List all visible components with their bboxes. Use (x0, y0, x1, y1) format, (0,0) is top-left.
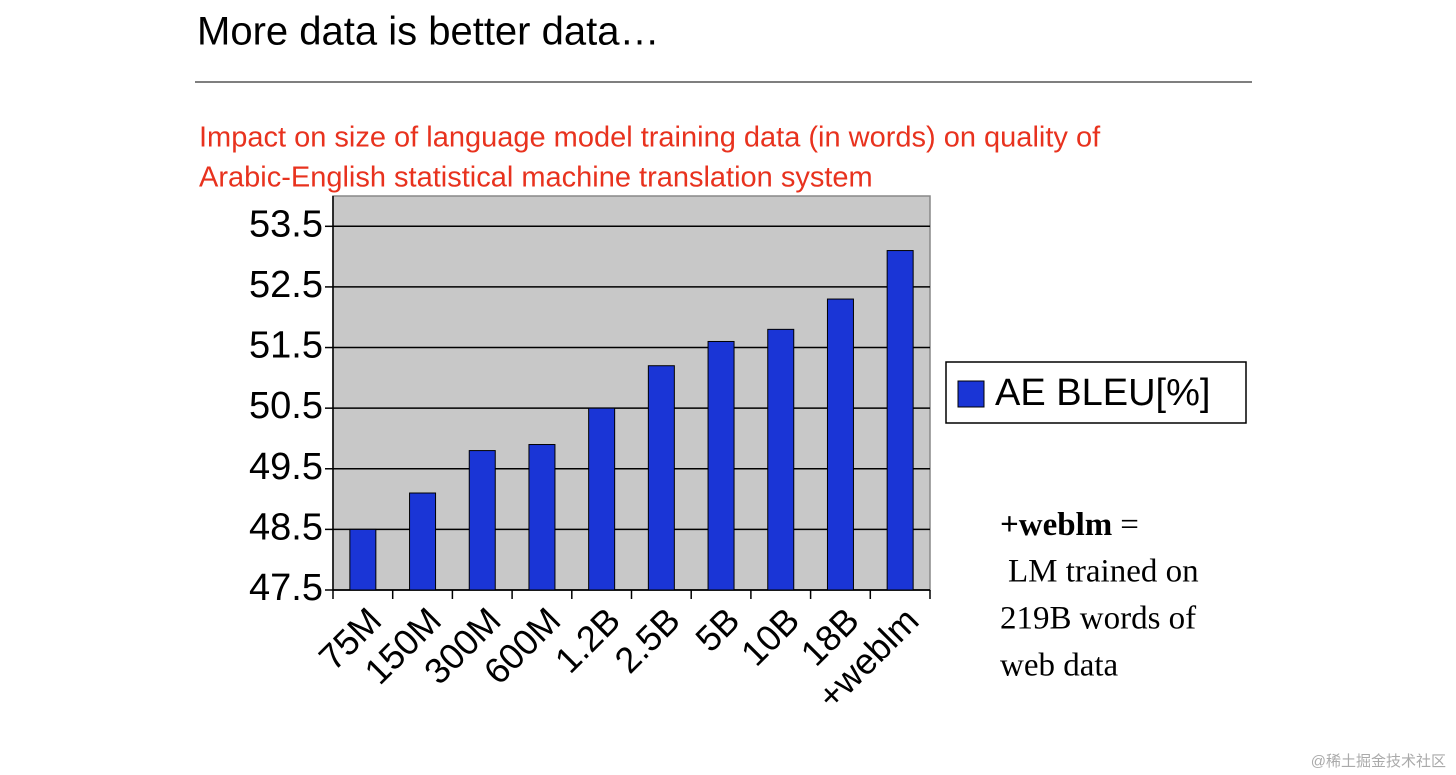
subtitle-line: Impact on size of language model trainin… (199, 122, 1101, 154)
bar (707, 340, 735, 591)
legend-swatch (957, 380, 985, 408)
y-tick-label: 49.5 (249, 446, 323, 488)
bar (468, 450, 496, 591)
subtitle-line: Arabic-English statistical machine trans… (199, 162, 873, 194)
bar (886, 250, 914, 591)
y-tick-label: 51.5 (249, 325, 323, 367)
x-tick-label: 1.2B (547, 599, 628, 680)
watermark: @稀土掘金技术社区 (1311, 753, 1446, 770)
annotation-line: LM trained on (1008, 554, 1199, 590)
annotation-line: +weblm = (1000, 507, 1139, 543)
annotation-term: +weblm (1000, 507, 1112, 543)
bar (409, 492, 437, 591)
y-tick-label: 48.5 (249, 506, 323, 548)
y-tick-label: 53.5 (249, 203, 323, 245)
annotation-text: = (1120, 507, 1139, 543)
bar (588, 407, 616, 591)
slide-title: More data is better data… (197, 10, 659, 54)
legend-box (945, 361, 1247, 424)
x-tick-label: 2.5B (606, 599, 687, 680)
bar (767, 328, 795, 591)
x-tick-label: 10B (733, 599, 807, 673)
y-tick-label: 52.5 (249, 264, 323, 306)
y-tick-label: 47.5 (249, 567, 323, 609)
bar (349, 528, 377, 591)
legend-label: AE BLEU[%] (995, 372, 1210, 414)
bar (528, 444, 556, 591)
annotation-line: 219B words of (1000, 601, 1196, 637)
y-tick-label: 50.5 (249, 385, 323, 427)
annotation-line: web data (1000, 648, 1119, 684)
bar (647, 365, 675, 591)
bar (826, 298, 854, 591)
